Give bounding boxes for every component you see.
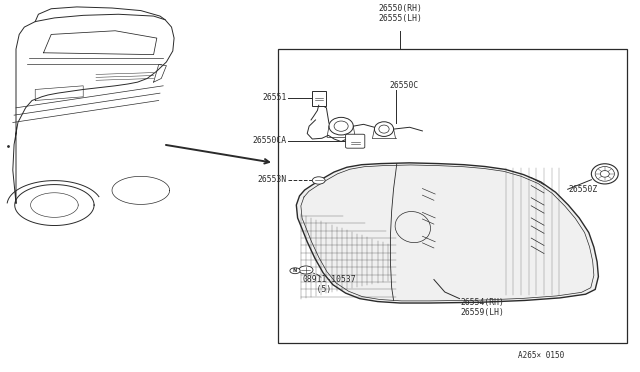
Text: 26550Z: 26550Z (568, 185, 598, 194)
Bar (278, 49, 627, 343)
FancyBboxPatch shape (312, 91, 326, 106)
Ellipse shape (334, 121, 348, 131)
Ellipse shape (379, 125, 389, 133)
Ellipse shape (591, 164, 618, 184)
Ellipse shape (374, 122, 394, 137)
Ellipse shape (595, 167, 614, 181)
Text: 26553N: 26553N (257, 175, 287, 184)
Text: 08911-10537
   (5): 08911-10537 (5) (302, 275, 356, 294)
Text: 26551: 26551 (262, 93, 287, 102)
Circle shape (290, 268, 300, 274)
Text: 26550CA: 26550CA (253, 137, 287, 145)
Text: 26550C: 26550C (389, 81, 419, 90)
Circle shape (312, 177, 325, 184)
Circle shape (299, 266, 313, 274)
Ellipse shape (329, 117, 353, 135)
FancyBboxPatch shape (346, 134, 365, 148)
Polygon shape (296, 163, 598, 303)
Text: A265× 0150: A265× 0150 (518, 351, 564, 360)
Text: 26554(RH)
26559(LH): 26554(RH) 26559(LH) (461, 298, 505, 317)
Text: 26550(RH)
26555(LH): 26550(RH) 26555(LH) (378, 4, 422, 23)
Text: N: N (293, 268, 297, 273)
Ellipse shape (600, 170, 609, 177)
Ellipse shape (395, 212, 431, 243)
